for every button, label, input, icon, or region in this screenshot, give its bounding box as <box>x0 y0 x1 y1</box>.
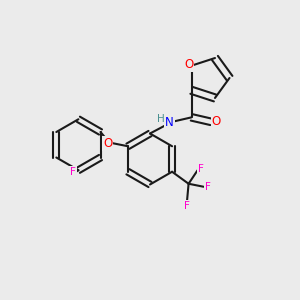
Text: O: O <box>212 115 221 128</box>
Text: F: F <box>205 182 211 192</box>
Text: N: N <box>165 116 174 129</box>
Text: H: H <box>157 114 164 124</box>
Text: O: O <box>103 137 112 150</box>
Text: F: F <box>198 164 204 174</box>
Text: F: F <box>70 167 76 177</box>
Text: F: F <box>184 201 190 211</box>
Text: O: O <box>184 58 193 71</box>
